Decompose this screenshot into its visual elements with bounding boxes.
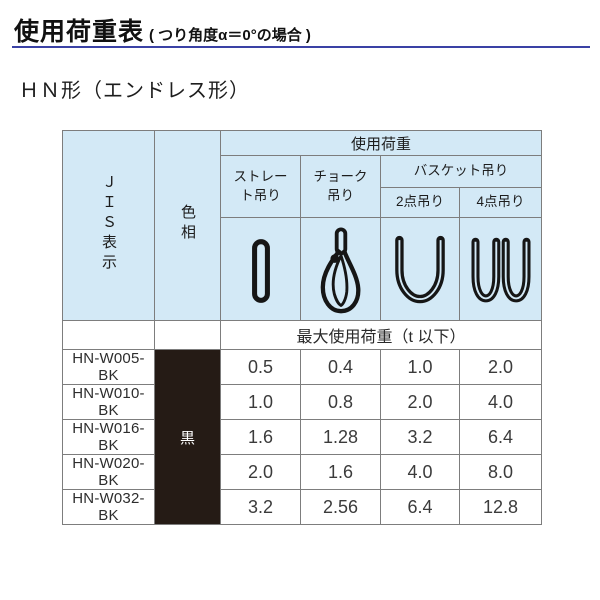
load-value: 4.0: [459, 384, 542, 420]
jis-code: HN-W005-BK: [62, 349, 155, 385]
load-value: 2.0: [220, 454, 301, 490]
hue-column-header: 色相: [154, 130, 221, 321]
straight-sling-icon: [251, 239, 270, 303]
choke-sling-icon-cell: [300, 217, 381, 321]
jis-column-header: ＪＩＳ表示: [62, 130, 155, 321]
jis-column-header-label: ＪＩＳ表示: [100, 173, 117, 274]
title-underline-rule: [12, 46, 590, 48]
table-row-max-load: 最大使用荷重（t 以下）: [62, 320, 542, 350]
basket-2point-icon-cell: [380, 217, 460, 321]
empty-cell: [62, 320, 155, 350]
load-value: 1.28: [300, 419, 381, 455]
load-value: 2.56: [300, 489, 381, 525]
hue-value-cell: 黒: [154, 349, 221, 525]
table-row: 2点吊り 4点吊り: [63, 187, 542, 218]
load-value: 8.0: [459, 454, 542, 490]
straight-hitch-header: ストレート吊り: [220, 155, 301, 218]
table-row: HN-W020-BK 2.0 1.6 4.0 8.0: [62, 454, 542, 490]
hue-column-header-label: 色相: [179, 203, 196, 244]
load-value: 0.5: [220, 349, 301, 385]
choke-sling-icon: [320, 227, 360, 314]
table-row: HN-W005-BK 黒 0.5 0.4 1.0 2.0: [62, 349, 542, 525]
load-value: 3.2: [380, 419, 460, 455]
load-value: 6.4: [459, 419, 542, 455]
empty-cell: [154, 320, 221, 350]
straight-sling-icon-cell: [220, 217, 301, 321]
working-load-group-header: 使用荷重: [220, 130, 542, 156]
basket-4point-icon-cell: [459, 217, 542, 321]
basket-2point-icon: [395, 235, 445, 304]
table-row: ＪＩＳ表示 色相 使用荷重: [62, 130, 542, 321]
basket-4point-icon: [470, 237, 531, 303]
jis-code: HN-W032-BK: [62, 489, 155, 525]
basket-4point-header: 4点吊り: [459, 187, 542, 218]
jis-code: HN-W016-BK: [62, 419, 155, 455]
load-value: 4.0: [380, 454, 460, 490]
jis-code: HN-W020-BK: [62, 454, 155, 490]
page-title: 使用荷重表 ( つり角度α＝0°の場合 ): [14, 12, 311, 48]
load-value: 6.4: [380, 489, 460, 525]
load-value: 1.0: [220, 384, 301, 420]
page-title-note: ( つり角度α＝0°の場合 ): [149, 27, 311, 44]
load-value: 2.0: [459, 349, 542, 385]
table-row-icons: [63, 217, 542, 321]
load-value: 12.8: [459, 489, 542, 525]
table-row: HN-W032-BK 3.2 2.56 6.4 12.8: [62, 489, 542, 525]
load-value: 1.6: [300, 454, 381, 490]
table-row: ストレート吊り チョーク吊り バスケット吊り: [63, 155, 542, 218]
load-capacity-table: ＪＩＳ表示 色相 使用荷重 ストレート吊り チョーク吊り バスケット吊り 2点吊…: [62, 130, 542, 525]
load-value: 2.0: [380, 384, 460, 420]
load-value: 1.0: [380, 349, 460, 385]
basket-hitch-group-header: バスケット吊り: [380, 155, 542, 188]
page-title-text: 使用荷重表: [14, 18, 145, 46]
choke-hitch-header: チョーク吊り: [300, 155, 381, 218]
table-row: HN-W010-BK 1.0 0.8 2.0 4.0: [62, 384, 542, 420]
load-capacity-table-grid: ＪＩＳ表示 色相 使用荷重 ストレート吊り チョーク吊り バスケット吊り 2点吊…: [62, 130, 542, 525]
max-load-header: 最大使用荷重（t 以下）: [220, 320, 542, 350]
load-value: 0.8: [300, 384, 381, 420]
basket-2point-header: 2点吊り: [380, 187, 460, 218]
table-row: HN-W016-BK 1.6 1.28 3.2 6.4: [62, 419, 542, 455]
load-value: 0.4: [300, 349, 381, 385]
load-value: 3.2: [220, 489, 301, 525]
jis-code: HN-W010-BK: [62, 384, 155, 420]
section-subtitle: ＨＮ形（エンドレス形）: [19, 80, 250, 102]
load-value: 1.6: [220, 419, 301, 455]
